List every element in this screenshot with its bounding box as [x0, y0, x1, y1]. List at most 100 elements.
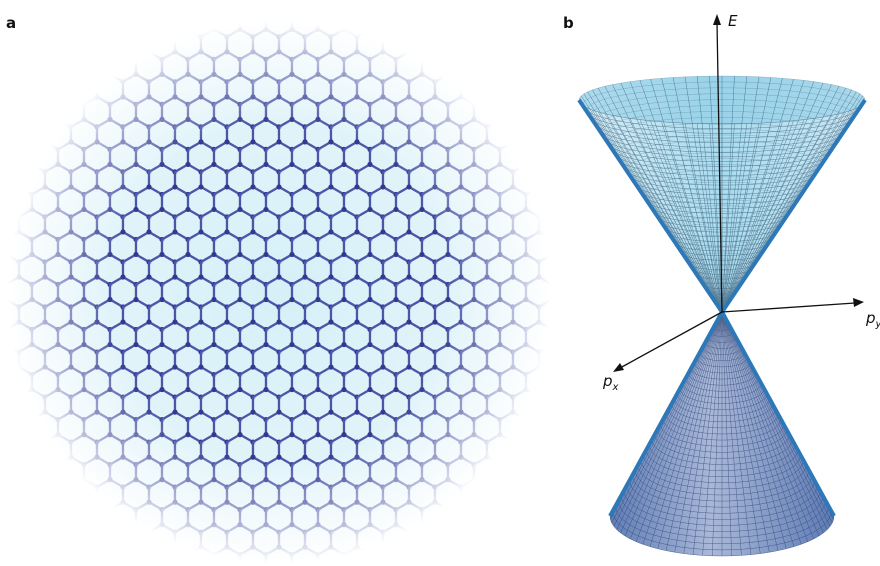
- atom: [315, 162, 320, 167]
- atom: [302, 409, 307, 414]
- atom: [367, 297, 372, 302]
- atom: [484, 79, 489, 84]
- hexagon: [383, 525, 409, 555]
- atom: [120, 455, 125, 460]
- atom: [289, 72, 294, 77]
- atom: [536, 184, 541, 189]
- atom: [523, 342, 528, 347]
- atom: [302, 139, 307, 144]
- atom: [445, 162, 450, 167]
- atom: [406, 530, 411, 535]
- atom: [380, 500, 385, 505]
- atom: [68, 184, 73, 189]
- atom: [120, 319, 125, 324]
- atom: [354, 500, 359, 505]
- atom: [406, 94, 411, 99]
- atom: [250, 4, 255, 9]
- atom: [42, 274, 47, 279]
- atom: [406, 455, 411, 460]
- atom: [549, 237, 554, 242]
- hexagon: [71, 480, 97, 510]
- atom: [445, 117, 450, 122]
- atom: [68, 364, 73, 369]
- atom: [107, 342, 112, 347]
- atom: [393, 72, 398, 77]
- atom: [328, 139, 333, 144]
- atom: [172, 184, 177, 189]
- atom: [263, 207, 268, 212]
- atom: [185, 252, 190, 257]
- atom: [276, 49, 281, 54]
- atom: [237, 207, 242, 212]
- atom: [445, 342, 450, 347]
- panel-label: b: [563, 14, 574, 32]
- atom: [510, 440, 515, 445]
- atom: [367, 522, 372, 527]
- atom: [289, 117, 294, 122]
- atom: [328, 409, 333, 414]
- atom: [484, 319, 489, 324]
- atom: [198, 49, 203, 54]
- atom: [393, 117, 398, 122]
- atom: [81, 252, 86, 257]
- atom: [276, 4, 281, 9]
- atom: [497, 387, 502, 392]
- atom: [133, 477, 138, 482]
- atom: [458, 455, 463, 460]
- atom: [289, 477, 294, 482]
- atom: [250, 409, 255, 414]
- atom: [315, 252, 320, 257]
- atom: [484, 485, 489, 490]
- atom: [432, 94, 437, 99]
- atom: [263, 162, 268, 167]
- atom: [146, 229, 151, 234]
- atom: [419, 477, 424, 482]
- axis-symbol: p: [602, 372, 613, 390]
- atom: [133, 117, 138, 122]
- atom: [237, 387, 242, 392]
- atom: [276, 545, 281, 550]
- atom: [146, 409, 151, 414]
- axis-line: [722, 303, 855, 312]
- atom: [172, 229, 177, 234]
- atom: [198, 409, 203, 414]
- atom: [81, 387, 86, 392]
- atom: [263, 252, 268, 257]
- atom: [302, 229, 307, 234]
- atom: [55, 207, 60, 212]
- atom: [289, 162, 294, 167]
- atom: [419, 252, 424, 257]
- atom: [211, 297, 216, 302]
- atom: [198, 94, 203, 99]
- atom: [536, 274, 541, 279]
- atom: [393, 477, 398, 482]
- atom: [133, 207, 138, 212]
- atom: [302, 500, 307, 505]
- atom: [510, 229, 515, 234]
- atom: [484, 139, 489, 144]
- atom: [328, 229, 333, 234]
- atom: [328, 545, 333, 550]
- atom: [276, 139, 281, 144]
- atom: [146, 94, 151, 99]
- atom: [250, 139, 255, 144]
- atom: [419, 387, 424, 392]
- atom: [471, 432, 476, 437]
- atom: [55, 387, 60, 392]
- atom: [367, 552, 372, 557]
- atom: [380, 229, 385, 234]
- atom: [250, 500, 255, 505]
- atom: [185, 27, 190, 32]
- atom: [562, 349, 567, 354]
- atom: [523, 297, 528, 302]
- atom: [523, 252, 528, 257]
- arrowhead: [853, 298, 864, 307]
- axis-label: py: [865, 309, 880, 330]
- atom: [367, 387, 372, 392]
- atom: [484, 455, 489, 460]
- atom: [263, 342, 268, 347]
- atom: [367, 72, 372, 77]
- atom: [289, 207, 294, 212]
- atom: [406, 139, 411, 144]
- atom: [341, 72, 346, 77]
